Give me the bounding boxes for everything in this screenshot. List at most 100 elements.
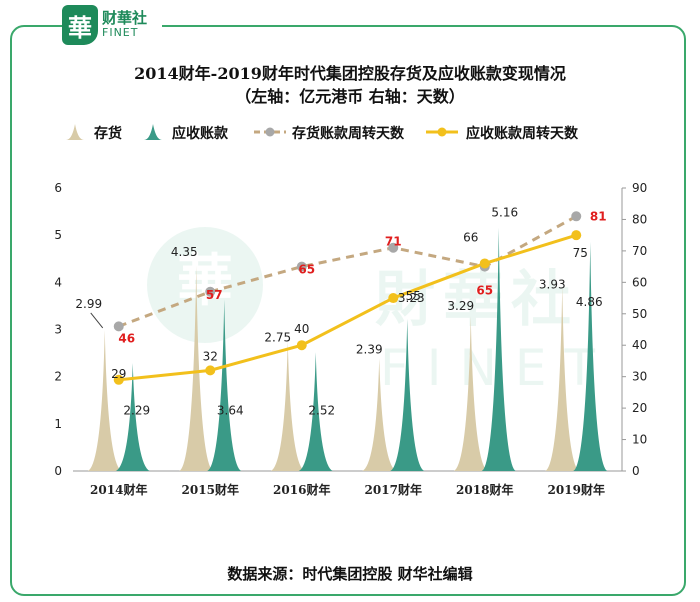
right-tick-label: 30 bbox=[632, 370, 647, 384]
chart-frame bbox=[10, 25, 686, 596]
legend-label-receivables: 应收账款 bbox=[172, 125, 229, 142]
point-receivable-days bbox=[296, 340, 307, 351]
label-receivable-days: 32 bbox=[203, 349, 218, 363]
left-tick-label: 0 bbox=[54, 464, 62, 478]
label-inventory-days: 71 bbox=[385, 235, 402, 249]
label-inventory: 2.39 bbox=[356, 342, 383, 356]
point-receivable-days bbox=[479, 258, 490, 269]
legend-item-inventory-days: 存货账款周转天数 bbox=[254, 125, 405, 142]
finet-logo: 華 财華社 FINET bbox=[62, 2, 162, 48]
bars bbox=[87, 227, 608, 471]
label-inventory: 3.29 bbox=[447, 299, 474, 313]
legend-item-receivable-days: 应收账款周转天数 bbox=[426, 125, 579, 142]
chart-subtitle: （左轴：亿元港币 右轴：天数） bbox=[235, 87, 465, 106]
point-inventory-days bbox=[296, 261, 307, 272]
legend-item-receivables: 应收账款 bbox=[144, 124, 229, 142]
bar-receivables bbox=[298, 352, 333, 471]
line-receivable-days bbox=[118, 233, 577, 382]
label-inventory: 4.35 bbox=[171, 245, 198, 259]
right-tick-label: 40 bbox=[632, 338, 647, 352]
x-tick-label: 2019财年 bbox=[548, 482, 605, 497]
label-inventory-days: 81 bbox=[590, 209, 607, 223]
bar-receivables bbox=[481, 227, 516, 471]
bar-inventory bbox=[362, 358, 397, 471]
bar-inventory bbox=[270, 341, 305, 471]
bar-inventory bbox=[453, 315, 488, 471]
point-inventory-days bbox=[571, 211, 582, 222]
left-tick-label: 1 bbox=[54, 417, 62, 431]
legend: 存货 应收账款 存货账款周转天数 应收账款周转天数 bbox=[66, 124, 579, 142]
label-receivables: 3.64 bbox=[217, 403, 244, 417]
logo-name-cn: 财華社 bbox=[102, 9, 148, 28]
legend-swatch-inventory bbox=[66, 124, 84, 140]
right-tick-label: 90 bbox=[632, 181, 647, 195]
legend-marker-inventory-days bbox=[265, 127, 275, 137]
logo-mark: 華 bbox=[62, 5, 98, 45]
right-tick-label: 70 bbox=[632, 244, 647, 258]
bar-inventory bbox=[545, 285, 580, 471]
watermark-seal-text: 華 bbox=[177, 248, 233, 314]
label-inventory: 2.99 bbox=[75, 297, 102, 311]
label-inventory: 3.93 bbox=[539, 278, 566, 292]
right-tick-label: 20 bbox=[632, 401, 647, 415]
point-receivable-days bbox=[205, 365, 216, 376]
x-axis-ticks: 2014财年 2015财年 2016财年 2017财年 2018财年 2019财年 bbox=[90, 482, 605, 497]
right-tick-label: 50 bbox=[632, 307, 647, 321]
point-inventory-days bbox=[388, 242, 399, 253]
x-tick-label: 2015财年 bbox=[182, 482, 239, 497]
label-receivable-days: 55 bbox=[406, 289, 421, 303]
label-receivable-days: 75 bbox=[573, 246, 588, 260]
left-tick-label: 6 bbox=[54, 181, 62, 195]
lines bbox=[113, 211, 582, 385]
label-inventory-days: 65 bbox=[476, 284, 493, 298]
bar-inventory bbox=[87, 329, 122, 471]
label-receivable-days: 29 bbox=[111, 367, 126, 381]
legend-swatch-receivables bbox=[144, 124, 162, 140]
right-tick-label: 0 bbox=[632, 464, 640, 478]
point-inventory-days bbox=[113, 321, 124, 332]
legend-marker-receivable-days bbox=[437, 127, 447, 137]
legend-item-inventory: 存货 bbox=[66, 124, 122, 142]
source-note: 数据来源：时代集团控股 财华社编辑 bbox=[227, 565, 473, 583]
point-receivable-days bbox=[113, 374, 124, 385]
right-axis-ticks: 0 10 20 30 40 50 60 70 80 90 bbox=[622, 181, 647, 478]
label-receivable-days: 66 bbox=[463, 230, 478, 244]
logo-text: 财華社 FINET bbox=[102, 9, 148, 40]
watermark-cn: 財華社 bbox=[375, 265, 579, 335]
right-tick-label: 10 bbox=[632, 433, 647, 447]
bar-receivables bbox=[573, 241, 608, 471]
x-tick-label: 2018财年 bbox=[456, 482, 513, 497]
label-inventory-days: 46 bbox=[118, 331, 135, 345]
bar-receivables bbox=[207, 299, 242, 471]
watermark: 華 財華社 FINET bbox=[147, 227, 595, 397]
logo-name-en: FINET bbox=[102, 26, 139, 40]
label-inventory: 2.75 bbox=[264, 330, 291, 344]
legend-label-inventory: 存货 bbox=[94, 125, 122, 142]
watermark-seal bbox=[147, 227, 263, 343]
data-labels: 2.99 4.35 2.75 2.39 3.29 3.93 2.29 3.64 2.52 3.23… bbox=[75, 205, 606, 417]
right-tick-label: 80 bbox=[632, 212, 647, 226]
label-inventory-days: 57 bbox=[206, 288, 223, 302]
point-receivable-days bbox=[388, 293, 399, 304]
left-axis-ticks: 0 1 2 3 4 5 6 bbox=[54, 181, 62, 478]
point-receivable-days bbox=[571, 230, 582, 241]
legend-label-receivable-days: 应收账款周转天数 bbox=[466, 125, 579, 142]
x-tick-label: 2017财年 bbox=[365, 482, 422, 497]
left-tick-label: 3 bbox=[54, 323, 62, 337]
label-receivables: 4.86 bbox=[576, 295, 603, 309]
right-tick-label: 60 bbox=[632, 275, 647, 289]
bar-inventory bbox=[179, 265, 214, 471]
label-leader-line bbox=[90, 312, 104, 329]
label-receivables: 3.23 bbox=[398, 291, 425, 305]
x-tick-label: 2016财年 bbox=[273, 482, 330, 497]
label-receivables: 5.16 bbox=[491, 205, 518, 219]
label-receivables: 2.52 bbox=[308, 403, 335, 417]
bar-receivables bbox=[115, 362, 150, 471]
label-inventory-days: 65 bbox=[298, 263, 315, 277]
left-tick-label: 4 bbox=[54, 275, 62, 289]
chart-title: 2014财年-2019财年时代集团控股存货及应收账款变现情况 bbox=[134, 64, 566, 83]
left-tick-label: 2 bbox=[54, 370, 62, 384]
bar-receivables bbox=[390, 318, 425, 471]
label-receivables: 2.29 bbox=[123, 403, 150, 417]
